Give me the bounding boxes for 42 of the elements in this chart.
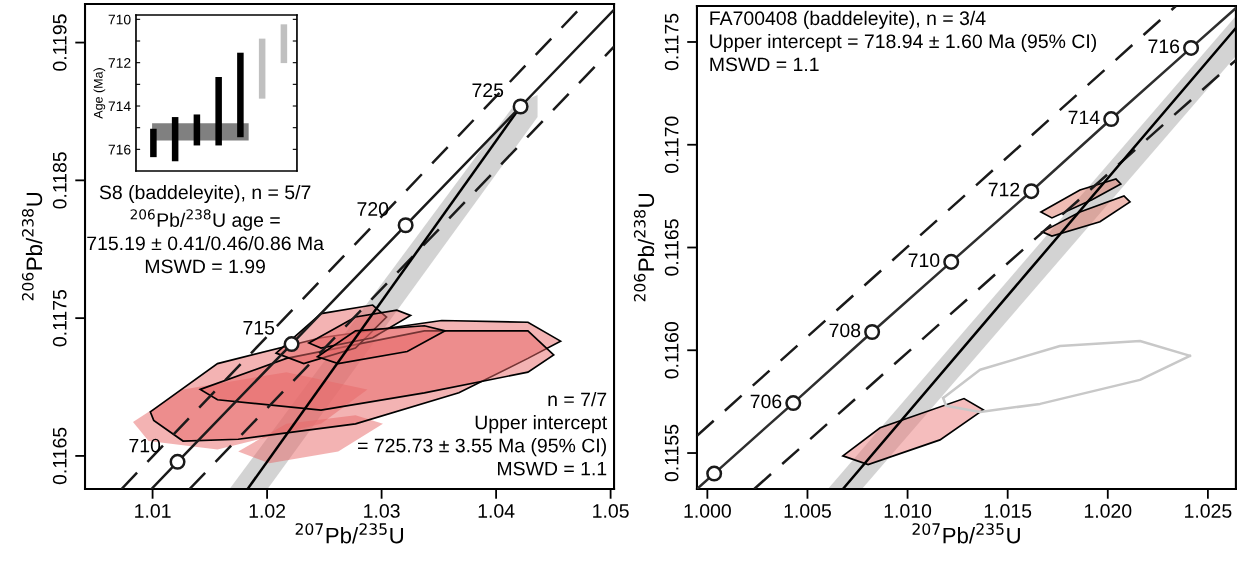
x-axis-title: $^{207}$Pb/$^{235}$U xyxy=(295,523,404,544)
x-axis-title: $^{207}$Pb/$^{235}$U xyxy=(912,523,1020,544)
y-tick-label: 710 xyxy=(108,14,131,25)
x-tick-label: 1.025 xyxy=(1185,504,1232,518)
x-tick-label: 1.015 xyxy=(984,504,1032,518)
annotation: 710 xyxy=(129,438,161,453)
annotation: 714 xyxy=(1068,110,1100,125)
y-tick-label: 716 xyxy=(108,144,131,155)
y-tick-label: 0.1160 xyxy=(664,322,679,379)
y-tick-label: 0.1155 xyxy=(664,424,679,482)
x-tick-label: 1.020 xyxy=(1084,504,1132,518)
x-tick-label: 1.005 xyxy=(784,504,831,518)
annotation: FA700408 (baddeleyite), n = 3/4 Upper intercept = 718.94 ± 1.60 Ma (95% CI) MSWD = 1.1 xyxy=(710,10,1097,72)
x-tick-label: 1.02 xyxy=(249,504,286,518)
annotation: n = 7/7 Upper intercept = 725.73 ± 3.55 Ma (95% CI) MSWD = 1.1 xyxy=(358,392,608,476)
x-tick-label: 1.05 xyxy=(593,504,629,518)
y-tick-label: 0.1165 xyxy=(664,219,679,276)
y-tick-label: 714 xyxy=(108,101,131,112)
y-tick-label: 0.1185 xyxy=(52,152,67,209)
annotation: 706 xyxy=(750,394,782,409)
annotation: 712 xyxy=(988,182,1020,197)
y-axis-title: Age (Ma) xyxy=(93,68,106,119)
annotation: 725 xyxy=(472,83,504,98)
annotation: 716 xyxy=(1148,39,1180,54)
annotation: 710 xyxy=(908,253,940,268)
annotation: S8 (baddeleyite), n = 5/7 $^{206}$Pb/$^{238}$U age = 715.19 ± 0.41/0.46/0.86 Ma MSWD = 1.99 xyxy=(87,184,324,274)
annotation: 715 xyxy=(243,321,275,335)
x-tick-label: 1.010 xyxy=(884,504,932,518)
x-tick-label: 1.03 xyxy=(364,504,400,518)
x-tick-label: 1.000 xyxy=(684,504,731,518)
x-tick-label: 1.04 xyxy=(478,504,515,518)
y-tick-label: 0.1175 xyxy=(52,289,67,347)
y-tick-label: 712 xyxy=(108,58,131,68)
x-tick-label: 1.01 xyxy=(135,504,171,518)
y-axis-title: $^{206}$Pb/$^{238}$U xyxy=(633,194,655,302)
y-tick-label: 0.1175 xyxy=(664,13,679,71)
y-axis-title: $^{206}$Pb/$^{238}$U xyxy=(21,193,43,301)
annotation: 720 xyxy=(357,202,389,216)
y-tick-label: 0.1195 xyxy=(52,14,67,71)
y-tick-label: 0.1170 xyxy=(664,116,679,173)
y-tick-label: 0.1165 xyxy=(52,427,67,485)
annotation: 708 xyxy=(829,323,861,338)
